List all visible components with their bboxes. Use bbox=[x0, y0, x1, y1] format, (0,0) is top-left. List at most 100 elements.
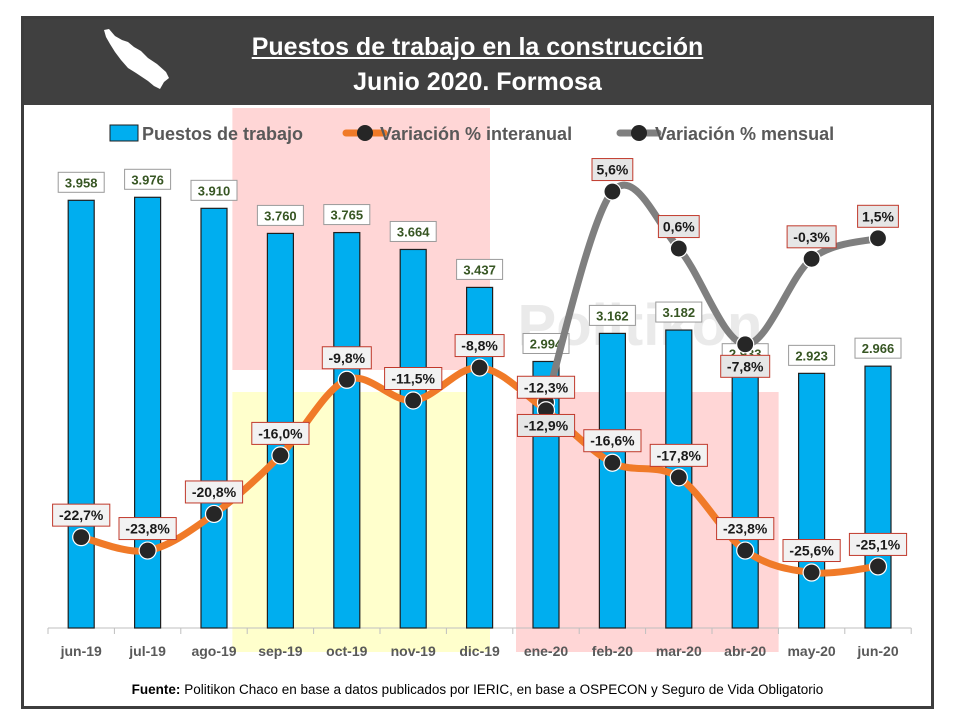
interanual-value-label-box bbox=[384, 367, 443, 390]
bar-jul-19 bbox=[134, 196, 162, 629]
interanual-value-label-box bbox=[649, 443, 708, 467]
bar-value-label-box bbox=[588, 304, 636, 326]
interanual-value-label: -23,8% bbox=[125, 521, 170, 537]
marker-variacion-mensual bbox=[669, 239, 688, 258]
bar-value-label: 3.760 bbox=[264, 208, 297, 223]
x-tick-label: ago-19 bbox=[191, 643, 236, 659]
bar-value-label-box bbox=[456, 258, 504, 280]
chart-subtitle: Junio 2020. Formosa bbox=[353, 68, 602, 96]
interanual-value-label-box bbox=[321, 346, 372, 370]
marker-variacion-interanual bbox=[138, 541, 157, 560]
x-tick-label: jul-19 bbox=[128, 643, 166, 659]
bar-ago-19 bbox=[200, 207, 228, 629]
interanual-value-label: -9,8% bbox=[329, 350, 366, 366]
mensual-value-label: 5,6% bbox=[596, 162, 628, 178]
x-tick-label: nov-19 bbox=[391, 643, 436, 659]
interanual-value-label: -17,8% bbox=[657, 447, 702, 463]
mensual-value-label-box bbox=[786, 225, 837, 249]
bar-may-20 bbox=[797, 372, 826, 629]
bar-value-label: 3.976 bbox=[131, 172, 164, 187]
bar-value-label-box bbox=[190, 179, 238, 201]
marker-variacion-interanual bbox=[802, 563, 821, 582]
x-tick-label: may-20 bbox=[787, 643, 835, 659]
bar-value-label: 3.162 bbox=[596, 308, 629, 323]
bar-value-label-box bbox=[57, 171, 105, 193]
bar-value-label-box bbox=[124, 168, 172, 190]
bar-value-label-box bbox=[854, 337, 902, 359]
marker-variacion-interanual bbox=[271, 446, 290, 465]
bar-feb-20 bbox=[598, 332, 627, 629]
bar-value-label-box bbox=[323, 204, 371, 226]
bar-value-label: 3.765 bbox=[331, 208, 364, 223]
bar-value-label-box bbox=[788, 344, 836, 366]
interanual-value-label-box bbox=[118, 517, 177, 541]
x-tick-label: jun-20 bbox=[856, 643, 898, 659]
bar-value-label: 3.664 bbox=[397, 224, 430, 239]
marker-variacion-mensual bbox=[736, 335, 755, 354]
chart-header: Puestos de trabajo en la construcción Ju… bbox=[24, 19, 931, 105]
mensual-value-label-box bbox=[857, 204, 899, 228]
interanual-value-label-box bbox=[782, 539, 841, 563]
interanual-value-label: -22,7% bbox=[59, 507, 104, 523]
mensual-value-label: 0,6% bbox=[663, 219, 695, 235]
mensual-value-label-box bbox=[720, 354, 771, 378]
interanual-value-label-box bbox=[516, 375, 576, 399]
marker-variacion-interanual bbox=[470, 358, 489, 377]
x-tick-label: sep-19 bbox=[258, 643, 303, 659]
mensual-value-label-box bbox=[591, 158, 634, 182]
x-tick-label: feb-20 bbox=[592, 643, 633, 659]
x-tick-label: mar-20 bbox=[656, 643, 702, 659]
interanual-value-label: -11,5% bbox=[391, 371, 435, 387]
bar-value-label: 3.958 bbox=[65, 175, 98, 190]
bar-value-label: 3.910 bbox=[198, 183, 231, 198]
marker-variacion-mensual bbox=[868, 229, 888, 248]
formosa-province-map-icon bbox=[104, 29, 169, 89]
bar-value-label-box bbox=[389, 220, 437, 242]
bar-nov-19 bbox=[399, 248, 427, 629]
mensual-value-label: 1,5% bbox=[862, 208, 894, 224]
x-tick-label: dic-19 bbox=[459, 643, 500, 659]
marker-variacion-interanual bbox=[736, 541, 755, 560]
marker-variacion-mensual bbox=[802, 249, 821, 268]
mensual-value-label: -12,9% bbox=[524, 417, 569, 433]
marker-variacion-interanual bbox=[669, 468, 688, 487]
legend-label-puestos: Puestos de trabajo bbox=[142, 124, 303, 144]
interanual-value-label: -16,6% bbox=[590, 433, 635, 449]
x-tick-label: abr-20 bbox=[724, 643, 766, 659]
interanual-value-label-box bbox=[716, 517, 775, 541]
bar-jun-20 bbox=[864, 365, 892, 629]
marker-variacion-interanual bbox=[603, 453, 622, 472]
interanual-value-label-box bbox=[184, 480, 244, 504]
interanual-value-label: -8,8% bbox=[461, 338, 498, 354]
marker-variacion-interanual bbox=[404, 391, 423, 410]
chart-title: Puestos de trabajo en la construcción bbox=[251, 33, 704, 61]
mensual-value-label: -7,8% bbox=[727, 358, 764, 374]
source-text: Politikon Chaco en base a datos publicad… bbox=[184, 682, 824, 697]
bar-value-label: 2.966 bbox=[862, 341, 895, 356]
interanual-value-label: -12,3% bbox=[524, 379, 569, 395]
legend-swatch-puestos bbox=[109, 124, 139, 142]
marker-variacion-interanual bbox=[337, 370, 356, 389]
interanual-value-label-box bbox=[52, 503, 111, 527]
legend-marker-interanual bbox=[357, 125, 373, 141]
interanual-value-label: -25,1% bbox=[856, 536, 901, 552]
source-note: Fuente: Politikon Chaco en base a datos … bbox=[24, 682, 931, 697]
bar-jun-19 bbox=[67, 199, 95, 629]
legend-label-interanual: Variación % interanual bbox=[380, 124, 572, 144]
legend-label-mensual: Variación % mensual bbox=[655, 124, 834, 144]
interanual-value-label: -25,6% bbox=[789, 543, 834, 559]
bar-value-label: 3.437 bbox=[463, 262, 496, 277]
bar-value-label: 3.182 bbox=[663, 305, 696, 320]
interanual-value-label: -16,0% bbox=[258, 425, 303, 441]
x-tick-label: ene-20 bbox=[524, 643, 569, 659]
marker-variacion-mensual bbox=[603, 182, 622, 201]
bar-value-label: 2.994 bbox=[530, 336, 563, 351]
marker-variacion-interanual bbox=[72, 528, 91, 547]
source-label: Fuente: bbox=[131, 682, 181, 697]
interanual-value-label-box bbox=[583, 429, 642, 453]
mensual-value-label-box bbox=[516, 413, 576, 437]
interanual-value-label: -20,8% bbox=[192, 484, 237, 500]
interanual-value-label-box bbox=[454, 334, 505, 358]
interanual-value-label: -23,8% bbox=[723, 521, 768, 537]
bar-oct-19 bbox=[333, 231, 361, 629]
